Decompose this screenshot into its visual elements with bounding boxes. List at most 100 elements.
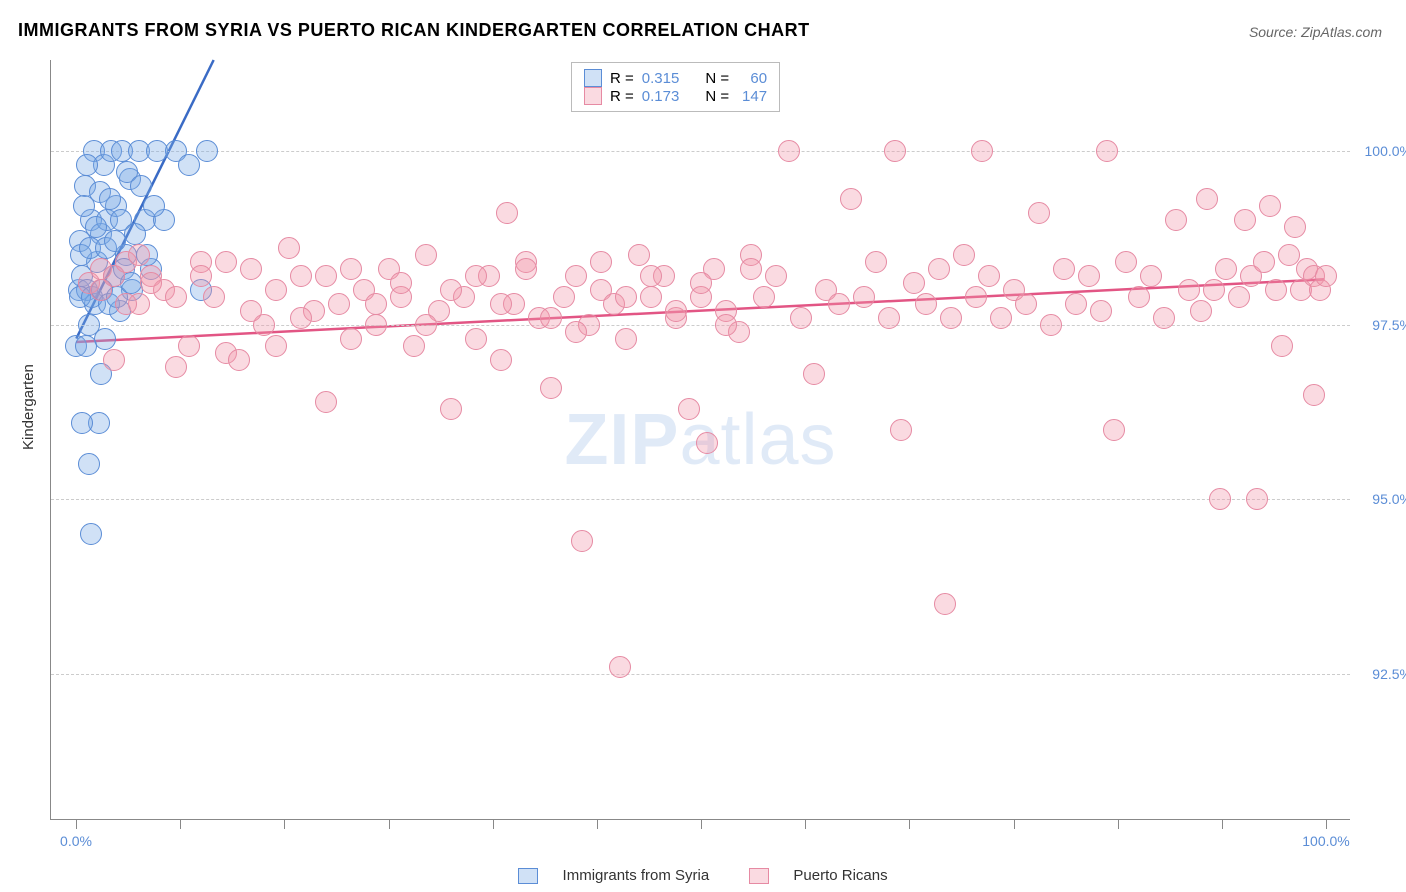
data-point-pr bbox=[365, 293, 387, 315]
data-point-pr bbox=[1078, 265, 1100, 287]
data-point-pr bbox=[884, 140, 906, 162]
data-point-pr bbox=[340, 328, 362, 350]
x-tick bbox=[284, 819, 285, 829]
data-point-pr bbox=[1196, 188, 1218, 210]
chart-title: IMMIGRANTS FROM SYRIA VS PUERTO RICAN KI… bbox=[18, 20, 810, 41]
chart-container: IMMIGRANTS FROM SYRIA VS PUERTO RICAN KI… bbox=[0, 0, 1406, 892]
data-point-pr bbox=[590, 251, 612, 273]
data-point-syria bbox=[78, 453, 100, 475]
data-point-syria bbox=[76, 154, 98, 176]
data-point-pr bbox=[1209, 488, 1231, 510]
legend-row-syria: R =0.315N =60 bbox=[584, 69, 767, 87]
x-tick bbox=[1326, 819, 1327, 829]
plot-area: ZIPatlas R =0.315N =60R =0.173N =147 92.… bbox=[50, 60, 1350, 820]
data-point-pr bbox=[1015, 293, 1037, 315]
data-point-pr bbox=[615, 286, 637, 308]
correlation-legend: R =0.315N =60R =0.173N =147 bbox=[571, 62, 780, 112]
x-tick bbox=[1014, 819, 1015, 829]
data-point-pr bbox=[715, 314, 737, 336]
data-point-pr bbox=[1103, 419, 1125, 441]
data-point-pr bbox=[1040, 314, 1062, 336]
data-point-pr bbox=[1215, 258, 1237, 280]
data-point-pr bbox=[628, 244, 650, 266]
x-tick bbox=[1118, 819, 1119, 829]
data-point-pr bbox=[415, 244, 437, 266]
data-point-pr bbox=[290, 265, 312, 287]
y-tick-label: 100.0% bbox=[1365, 143, 1406, 159]
data-point-pr bbox=[165, 286, 187, 308]
data-point-pr bbox=[696, 432, 718, 454]
y-tick-label: 95.0% bbox=[1372, 491, 1406, 507]
data-point-syria bbox=[99, 188, 121, 210]
data-point-pr bbox=[990, 307, 1012, 329]
legend-r-value-syria: 0.315 bbox=[642, 70, 680, 87]
data-point-syria bbox=[196, 140, 218, 162]
data-point-pr bbox=[853, 286, 875, 308]
data-point-pr bbox=[1303, 384, 1325, 406]
data-point-pr bbox=[928, 258, 950, 280]
data-point-pr bbox=[1246, 488, 1268, 510]
data-point-pr bbox=[515, 258, 537, 280]
data-point-pr bbox=[778, 140, 800, 162]
data-point-pr bbox=[915, 293, 937, 315]
data-point-pr bbox=[903, 272, 925, 294]
data-point-pr bbox=[640, 286, 662, 308]
data-point-pr bbox=[490, 349, 512, 371]
data-point-pr bbox=[128, 244, 150, 266]
data-point-syria bbox=[143, 195, 165, 217]
data-point-pr bbox=[940, 307, 962, 329]
data-point-pr bbox=[678, 398, 700, 420]
data-point-pr bbox=[1259, 195, 1281, 217]
data-point-pr bbox=[140, 272, 162, 294]
data-point-pr bbox=[1115, 251, 1137, 273]
source-name: ZipAtlas.com bbox=[1301, 24, 1382, 40]
data-point-pr bbox=[690, 272, 712, 294]
data-point-pr bbox=[540, 307, 562, 329]
data-point-pr bbox=[878, 307, 900, 329]
data-point-pr bbox=[328, 293, 350, 315]
data-point-syria bbox=[94, 328, 116, 350]
data-point-pr bbox=[1271, 335, 1293, 357]
data-point-pr bbox=[1265, 279, 1287, 301]
data-point-pr bbox=[1278, 244, 1300, 266]
data-point-pr bbox=[240, 258, 262, 280]
data-point-syria bbox=[178, 154, 200, 176]
legend-r-label: R = bbox=[610, 70, 634, 87]
data-point-syria bbox=[75, 335, 97, 357]
data-point-syria bbox=[71, 412, 93, 434]
y-tick-label: 92.5% bbox=[1372, 666, 1406, 682]
data-point-pr bbox=[740, 258, 762, 280]
data-point-pr bbox=[890, 419, 912, 441]
data-point-pr bbox=[315, 265, 337, 287]
data-point-pr bbox=[265, 279, 287, 301]
data-point-pr bbox=[1096, 140, 1118, 162]
data-point-pr bbox=[828, 293, 850, 315]
x-tick bbox=[597, 819, 598, 829]
data-point-pr bbox=[753, 286, 775, 308]
data-point-pr bbox=[1284, 216, 1306, 238]
gridline bbox=[51, 151, 1350, 152]
data-point-pr bbox=[496, 202, 518, 224]
legend-item-syria: Immigrants from Syria bbox=[508, 867, 719, 884]
data-point-pr bbox=[203, 286, 225, 308]
legend-label-pr: Puerto Ricans bbox=[793, 867, 887, 884]
gridline bbox=[51, 674, 1350, 675]
legend-row-pr: R =0.173N =147 bbox=[584, 87, 767, 105]
data-point-pr bbox=[415, 314, 437, 336]
data-point-syria bbox=[104, 230, 126, 252]
legend-swatch-pr bbox=[584, 87, 602, 105]
legend-swatch-syria bbox=[584, 69, 602, 87]
data-point-pr bbox=[90, 279, 112, 301]
data-point-pr bbox=[615, 328, 637, 350]
legend-swatch-pr bbox=[749, 868, 769, 884]
data-point-pr bbox=[965, 286, 987, 308]
data-point-pr bbox=[1178, 279, 1200, 301]
data-point-pr bbox=[790, 307, 812, 329]
y-axis-label: Kindergarten bbox=[20, 364, 37, 450]
data-point-pr bbox=[1315, 265, 1337, 287]
data-point-pr bbox=[265, 335, 287, 357]
series-legend: Immigrants from Syria Puerto Ricans bbox=[0, 867, 1406, 884]
data-point-pr bbox=[440, 398, 462, 420]
data-point-pr bbox=[315, 391, 337, 413]
data-point-syria bbox=[130, 175, 152, 197]
